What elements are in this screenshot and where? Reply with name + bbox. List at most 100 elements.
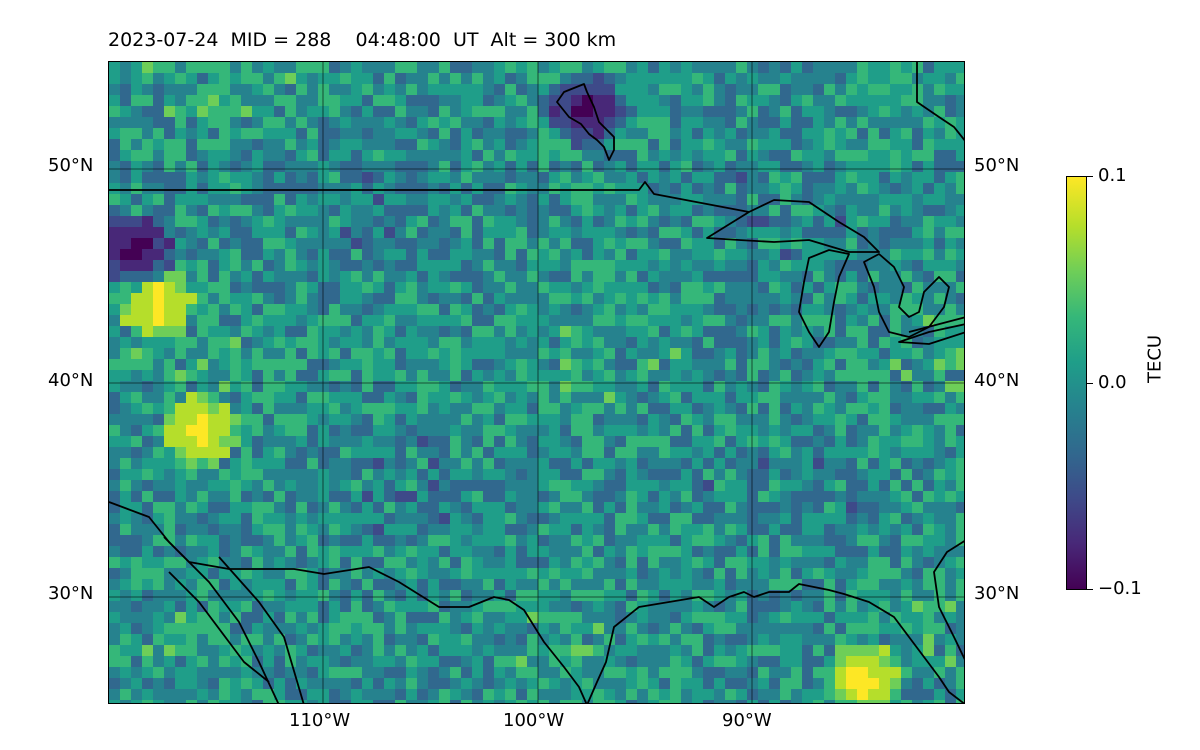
tec-cell xyxy=(615,381,626,392)
tec-cell xyxy=(868,304,879,315)
tec-cell xyxy=(329,381,340,392)
tec-cell xyxy=(582,139,593,150)
tec-cell xyxy=(659,161,670,172)
tec-cell xyxy=(901,304,912,315)
tec-cell xyxy=(681,645,692,656)
tec-cell xyxy=(791,238,802,249)
colorbar-tick-bottom xyxy=(1087,589,1093,590)
tec-cell xyxy=(186,315,197,326)
tec-cell xyxy=(626,128,637,139)
tec-cell xyxy=(791,436,802,447)
tec-cell xyxy=(153,271,164,282)
tec-cell xyxy=(945,205,956,216)
tec-cell xyxy=(890,568,901,579)
tec-cell xyxy=(890,194,901,205)
tec-cell xyxy=(285,458,296,469)
tec-cell xyxy=(758,150,769,161)
tec-cell xyxy=(516,315,527,326)
tec-cell xyxy=(593,326,604,337)
tec-cell xyxy=(351,238,362,249)
tec-cell xyxy=(230,161,241,172)
tec-cell xyxy=(395,623,406,634)
tec-cell xyxy=(274,128,285,139)
tec-cell xyxy=(802,128,813,139)
tec-cell xyxy=(747,62,758,73)
tec-cell xyxy=(351,260,362,271)
tec-cell xyxy=(703,414,714,425)
tec-cell xyxy=(296,172,307,183)
tec-cell xyxy=(285,381,296,392)
tec-cell xyxy=(868,172,879,183)
tec-cell xyxy=(395,326,406,337)
tec-cell xyxy=(824,359,835,370)
tec-cell xyxy=(890,458,901,469)
tec-cell xyxy=(175,84,186,95)
tec-cell xyxy=(450,425,461,436)
tec-cell xyxy=(791,128,802,139)
tec-cell xyxy=(648,535,659,546)
tec-cell xyxy=(714,249,725,260)
tec-cell xyxy=(505,458,516,469)
tec-cell xyxy=(362,216,373,227)
tec-cell xyxy=(340,535,351,546)
tec-cell xyxy=(582,469,593,480)
tec-cell xyxy=(593,436,604,447)
tec-cell xyxy=(120,579,131,590)
tec-cells xyxy=(109,62,964,703)
tec-cell xyxy=(384,271,395,282)
tec-cell xyxy=(362,150,373,161)
tec-cell xyxy=(197,700,208,703)
tec-cell xyxy=(846,172,857,183)
tec-cell xyxy=(208,216,219,227)
tec-cell xyxy=(681,502,692,513)
tec-cell xyxy=(813,524,824,535)
tec-cell xyxy=(142,656,153,667)
tec-cell xyxy=(230,227,241,238)
tec-cell xyxy=(153,612,164,623)
tec-cell xyxy=(934,579,945,590)
tec-cell xyxy=(428,502,439,513)
tec-cell xyxy=(824,590,835,601)
tec-cell xyxy=(362,491,373,502)
tec-cell xyxy=(582,667,593,678)
tec-cell xyxy=(109,502,120,513)
tec-cell xyxy=(945,557,956,568)
tec-cell xyxy=(109,95,120,106)
tec-cell xyxy=(923,535,934,546)
tec-cell xyxy=(857,304,868,315)
tec-cell xyxy=(626,62,637,73)
tec-cell xyxy=(747,194,758,205)
tec-cell xyxy=(329,700,340,703)
tec-cell xyxy=(934,62,945,73)
tec-cell xyxy=(450,612,461,623)
tec-cell xyxy=(274,590,285,601)
tec-cell xyxy=(923,557,934,568)
tec-cell xyxy=(626,348,637,359)
tec-cell xyxy=(439,381,450,392)
tec-cell xyxy=(527,667,538,678)
tec-cell xyxy=(692,238,703,249)
tec-cell xyxy=(428,117,439,128)
tec-cell xyxy=(153,238,164,249)
tec-cell xyxy=(802,557,813,568)
tec-cell xyxy=(571,612,582,623)
tec-cell xyxy=(241,546,252,557)
tec-cell xyxy=(307,161,318,172)
tec-cell xyxy=(494,73,505,84)
tec-cell xyxy=(263,535,274,546)
tec-cell xyxy=(307,491,318,502)
tec-cell xyxy=(714,535,725,546)
tec-cell xyxy=(769,227,780,238)
tec-cell xyxy=(516,612,527,623)
tec-cell xyxy=(417,238,428,249)
tec-cell xyxy=(219,513,230,524)
tec-cell xyxy=(901,645,912,656)
tec-cell xyxy=(428,271,439,282)
tec-cell xyxy=(351,480,362,491)
tec-cell xyxy=(835,117,846,128)
tec-cell xyxy=(736,139,747,150)
tec-cell xyxy=(835,183,846,194)
tec-cell xyxy=(615,425,626,436)
tec-cell xyxy=(714,326,725,337)
tec-cell xyxy=(296,612,307,623)
